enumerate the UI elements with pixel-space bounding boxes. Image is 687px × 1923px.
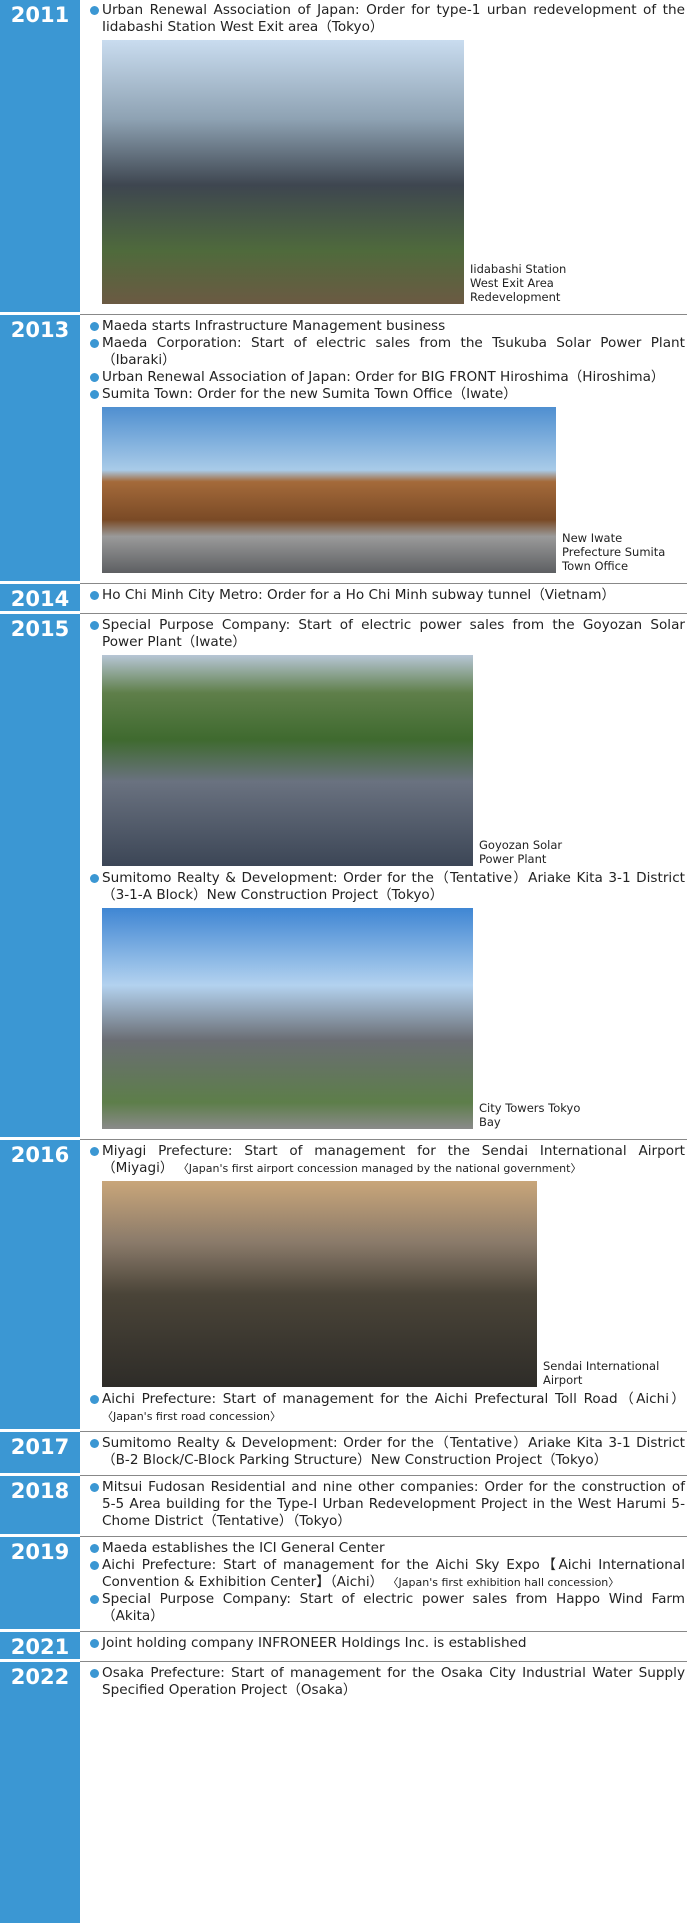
bullet-item: Miyagi Prefecture: Start of management f… [88, 1143, 687, 1177]
item-note: 〈Japan's first exhibition hall concessio… [388, 1576, 620, 1589]
year-label: 2019 [0, 1537, 80, 1629]
item-text: Ho Chi Minh City Metro: Order for a Ho C… [102, 587, 615, 603]
item-text: Sumitomo Realty & Development: Order for… [102, 870, 685, 903]
timeline-row: 2017 Sumitomo Realty & Development: Order… [0, 1429, 687, 1473]
item-text: Maeda establishes the ICI General Center [102, 1540, 385, 1556]
photo-block: Iidabashi Station West Exit Area Redevel… [102, 40, 687, 304]
photo-block: Sendai International Airport [102, 1181, 687, 1387]
entry-content: Mitsui Fudosan Residential and nine othe… [80, 1475, 687, 1534]
year-label: 2017 [0, 1432, 80, 1473]
entry-content: Osaka Prefecture: Start of management fo… [80, 1661, 687, 1703]
item-text: Mitsui Fudosan Residential and nine othe… [102, 1479, 685, 1529]
item-text: Aichi Prefecture: Start of management fo… [102, 1391, 685, 1407]
timeline-row: 2014 Ho Chi Minh City Metro: Order for a … [0, 581, 687, 611]
item-text: Maeda starts Infrastructure Management b… [102, 318, 445, 334]
timeline-row: 2011 Urban Renewal Association of Japan: … [0, 0, 687, 312]
photo-caption: New Iwate Prefecture Sumita Town Office [556, 531, 682, 573]
photo-block: New Iwate Prefecture Sumita Town Office [102, 407, 687, 573]
timeline: 2011 Urban Renewal Association of Japan: … [0, 0, 687, 1923]
bullet-item: Mitsui Fudosan Residential and nine othe… [88, 1479, 687, 1530]
bullet-item: Urban Renewal Association of Japan: Orde… [88, 369, 687, 386]
item-text: Osaka Prefecture: Start of management fo… [102, 1665, 685, 1698]
bullet-item: Joint holding company INFRONEER Holdings… [88, 1635, 687, 1652]
year-label: 2022 [0, 1662, 80, 1703]
year-label: 2021 [0, 1632, 80, 1659]
bullet-item: Sumita Town: Order for the new Sumita To… [88, 386, 687, 403]
timeline-row: 2015 Special Purpose Company: Start of el… [0, 611, 687, 1137]
year-label: 2016 [0, 1140, 80, 1429]
item-note: 〈Japan's first airport concession manage… [178, 1162, 582, 1175]
bullet-item: Aichi Prefecture: Start of management fo… [88, 1557, 687, 1591]
entry-content: Sumitomo Realty & Development: Order for… [80, 1431, 687, 1473]
item-note: 〈Japan's first road concession〉 [102, 1410, 281, 1423]
entry-content: Maeda starts Infrastructure Management b… [80, 314, 687, 581]
page: 2011 Urban Renewal Association of Japan: … [0, 0, 687, 1923]
bullet-item: Special Purpose Company: Start of electr… [88, 1591, 687, 1625]
bullet-item: Ho Chi Minh City Metro: Order for a Ho C… [88, 587, 687, 604]
item-text: Special Purpose Company: Start of electr… [102, 1591, 685, 1624]
timeline-row: 2022 Osaka Prefecture: Start of managemen… [0, 1659, 687, 1703]
photo-caption: Sendai International Airport [537, 1359, 663, 1387]
photo [102, 1181, 537, 1387]
entry-content: Special Purpose Company: Start of electr… [80, 613, 687, 1137]
item-text: Joint holding company INFRONEER Holdings… [102, 1635, 527, 1651]
timeline-row: 2021 Joint holding company INFRONEER Hold… [0, 1629, 687, 1659]
item-text: Urban Renewal Association of Japan: Orde… [102, 369, 665, 385]
photo-caption: City Towers Tokyo Bay [473, 1101, 599, 1129]
year-label: 2011 [0, 0, 80, 312]
photo [102, 407, 556, 573]
bullet-item: Osaka Prefecture: Start of management fo… [88, 1665, 687, 1699]
timeline-row: 2018 Mitsui Fudosan Residential and nine … [0, 1473, 687, 1534]
item-text: Special Purpose Company: Start of electr… [102, 617, 685, 650]
timeline-row: 2013 Maeda starts Infrastructure Manageme… [0, 312, 687, 581]
entry-content: Ho Chi Minh City Metro: Order for a Ho C… [80, 583, 687, 611]
bullet-item: Maeda Corporation: Start of electric sal… [88, 335, 687, 369]
bullet-item: Special Purpose Company: Start of electr… [88, 617, 687, 651]
entry-content: Miyagi Prefecture: Start of management f… [80, 1139, 687, 1429]
photo [102, 40, 464, 304]
bullet-item: Maeda starts Infrastructure Management b… [88, 318, 687, 335]
year-label: 2014 [0, 584, 80, 611]
bullet-item: Sumitomo Realty & Development: Order for… [88, 870, 687, 904]
photo-block: City Towers Tokyo Bay [102, 908, 687, 1129]
photo [102, 655, 473, 866]
entry-content: Urban Renewal Association of Japan: Orde… [80, 0, 687, 312]
year-label: 2015 [0, 614, 80, 1137]
item-text: Maeda Corporation: Start of electric sal… [102, 335, 685, 368]
entry-content: Maeda establishes the ICI General Center… [80, 1536, 687, 1629]
photo [102, 908, 473, 1129]
photo-caption: Iidabashi Station West Exit Area Redevel… [464, 262, 590, 304]
item-text: Sumitomo Realty & Development: Order for… [102, 1435, 685, 1468]
bullet-item: Sumitomo Realty & Development: Order for… [88, 1435, 687, 1469]
photo-block: Goyozan Solar Power Plant [102, 655, 687, 866]
year-label: 2018 [0, 1476, 80, 1534]
item-text: Urban Renewal Association of Japan: Orde… [102, 2, 685, 35]
bullet-item: Aichi Prefecture: Start of management fo… [88, 1391, 687, 1425]
entry-content: Joint holding company INFRONEER Holdings… [80, 1631, 687, 1659]
bullet-item: Maeda establishes the ICI General Center [88, 1540, 687, 1557]
year-label: 2013 [0, 315, 80, 581]
item-text: Sumita Town: Order for the new Sumita To… [102, 386, 517, 402]
photo-caption: Goyozan Solar Power Plant [473, 838, 599, 866]
bullet-item: Urban Renewal Association of Japan: Orde… [88, 2, 687, 36]
